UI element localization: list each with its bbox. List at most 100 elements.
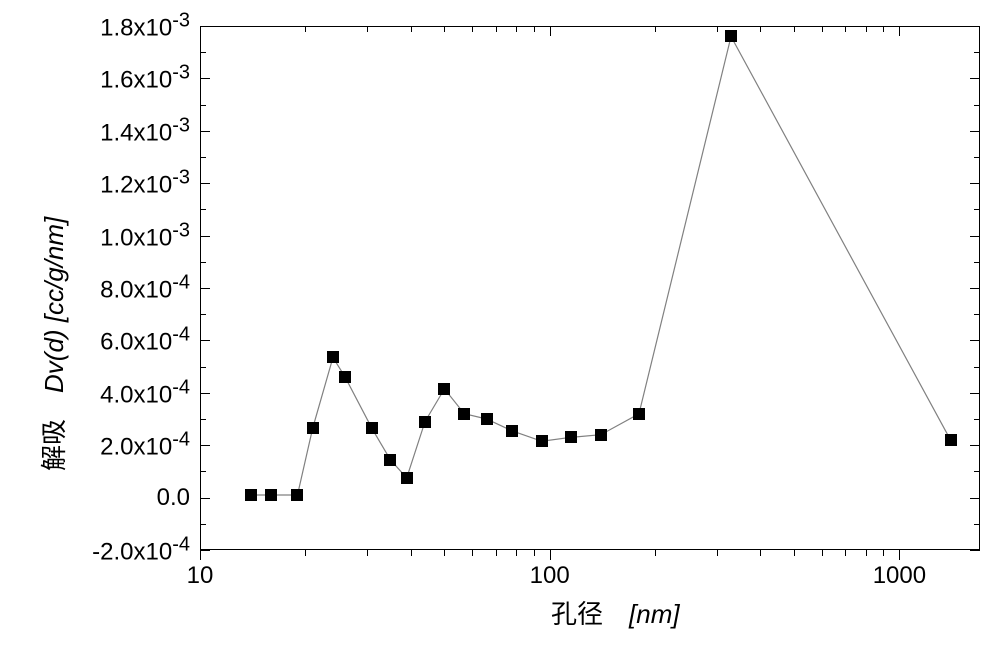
y-tick-label: 1.8x10-3 (50, 10, 190, 43)
data-marker (536, 435, 548, 447)
x-tick-top-minor (411, 26, 412, 32)
y-tick-major (200, 550, 210, 551)
figure: { "chart": { "type": "line+scatter", "ba… (0, 0, 1000, 653)
x-tick-top-minor (717, 26, 718, 32)
y-tick-right-major (970, 288, 980, 289)
y-tick-right-major (970, 550, 980, 551)
y-tick-right-minor (974, 209, 980, 210)
y-tick-right-minor (974, 419, 980, 420)
y-tick-label: 2.0x10-4 (50, 429, 190, 462)
y-tick-label: 6.0x10-4 (50, 324, 190, 357)
y-tick-minor (200, 367, 206, 368)
y-tick-label: -2.0x10-4 (50, 534, 190, 567)
x-tick-top-minor (367, 26, 368, 32)
y-tick-right-major (970, 78, 980, 79)
x-tick-minor (717, 550, 718, 556)
x-tick-top-major (200, 26, 201, 36)
x-tick-major (899, 550, 900, 560)
y-tick-minor (200, 471, 206, 472)
y-tick-right-major (970, 498, 980, 499)
x-tick-top-minor (534, 26, 535, 32)
data-marker (633, 408, 645, 420)
x-tick-minor (472, 550, 473, 556)
y-tick-major (200, 340, 210, 341)
x-tick-top-major (899, 26, 900, 36)
data-marker (265, 489, 277, 501)
y-tick-major (200, 498, 210, 499)
x-tick-top-minor (822, 26, 823, 32)
x-tick-top-minor (516, 26, 517, 32)
x-tick-minor (305, 550, 306, 556)
y-tick-minor (200, 419, 206, 420)
data-marker (384, 454, 396, 466)
x-tick-major (200, 550, 201, 560)
y-tick-right-minor (974, 105, 980, 106)
data-marker (419, 416, 431, 428)
y-tick-major (200, 78, 210, 79)
y-tick-minor (200, 52, 206, 53)
x-tick-top-minor (883, 26, 884, 32)
x-tick-minor (411, 550, 412, 556)
y-tick-major (200, 26, 210, 27)
y-tick-right-major (970, 131, 980, 132)
y-tick-major (200, 288, 210, 289)
x-tick-top-major (550, 26, 551, 36)
y-tick-minor (200, 262, 206, 263)
data-marker (458, 408, 470, 420)
x-tick-minor (866, 550, 867, 556)
y-tick-label: 8.0x10-4 (50, 272, 190, 305)
y-tick-label: 1.2x10-3 (50, 167, 190, 200)
data-marker (366, 422, 378, 434)
y-tick-right-minor (974, 157, 980, 158)
y-tick-major (200, 183, 210, 184)
y-tick-major (200, 236, 210, 237)
y-tick-right-minor (974, 367, 980, 368)
data-marker (438, 383, 450, 395)
y-tick-minor (200, 524, 206, 525)
data-marker (307, 422, 319, 434)
y-tick-label: 1.6x10-3 (50, 62, 190, 95)
x-axis-label: 孔径 [nm] (551, 594, 680, 631)
x-tick-minor (534, 550, 535, 556)
y-tick-minor (200, 209, 206, 210)
data-marker (339, 371, 351, 383)
data-marker (945, 434, 957, 446)
x-tick-minor (794, 550, 795, 556)
y-tick-right-minor (974, 314, 980, 315)
data-marker (245, 489, 257, 501)
x-tick-label: 100 (530, 562, 570, 590)
y-tick-right-major (970, 445, 980, 446)
x-tick-top-minor (305, 26, 306, 32)
x-tick-minor (496, 550, 497, 556)
y-tick-right-major (970, 236, 980, 237)
x-tick-top-minor (866, 26, 867, 32)
x-tick-major (550, 550, 551, 560)
y-tick-right-minor (974, 471, 980, 472)
data-marker (327, 351, 339, 363)
data-marker (401, 472, 413, 484)
y-tick-major (200, 445, 210, 446)
data-marker (481, 413, 493, 425)
y-tick-minor (200, 157, 206, 158)
x-tick-top-minor (845, 26, 846, 32)
y-tick-right-minor (974, 262, 980, 263)
y-tick-label: 4.0x10-4 (50, 376, 190, 409)
data-marker (725, 30, 737, 42)
x-tick-minor (516, 550, 517, 556)
x-tick-label: 1000 (873, 562, 926, 590)
y-tick-label: 1.0x10-3 (50, 219, 190, 252)
x-tick-minor (367, 550, 368, 556)
y-tick-label: 1.4x10-3 (50, 114, 190, 147)
y-tick-major (200, 393, 210, 394)
y-tick-minor (200, 314, 206, 315)
x-tick-minor (760, 550, 761, 556)
x-tick-top-minor (472, 26, 473, 32)
x-tick-minor (444, 550, 445, 556)
y-tick-minor (200, 105, 206, 106)
y-tick-right-major (970, 340, 980, 341)
data-marker (291, 489, 303, 501)
x-tick-label: 10 (187, 562, 214, 590)
y-tick-label: 0.0 (50, 484, 190, 512)
x-tick-minor (822, 550, 823, 556)
data-marker (506, 425, 518, 437)
